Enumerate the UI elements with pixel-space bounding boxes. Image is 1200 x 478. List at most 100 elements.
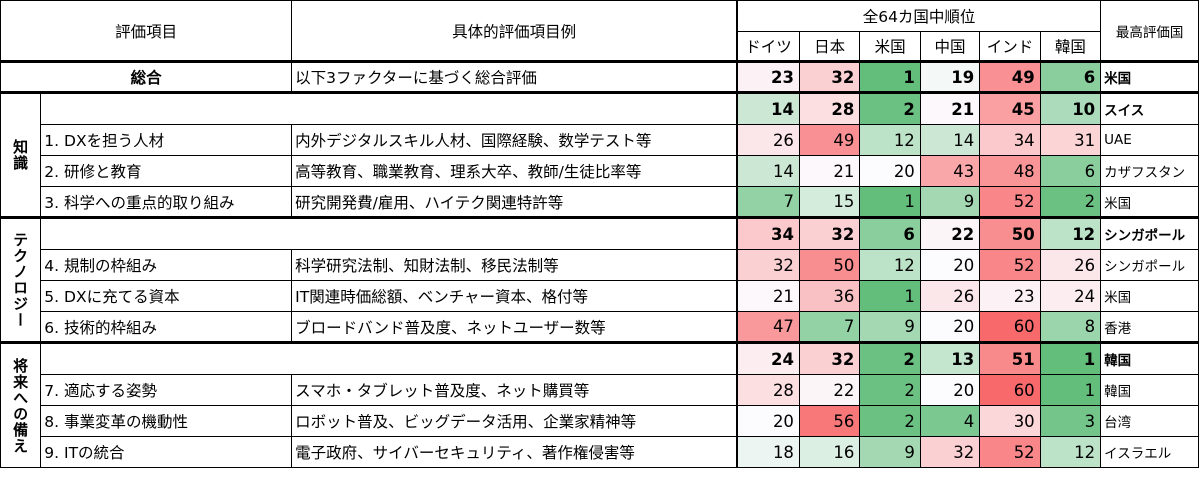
header-item: 評価項目 xyxy=(0,0,293,62)
best-country: UAE xyxy=(1100,124,1199,156)
header-best: 最高評価国 xyxy=(1100,0,1199,62)
rank-cell: 21 xyxy=(735,280,800,312)
country-header: 韓国 xyxy=(1039,31,1102,62)
rank-cell: 2 xyxy=(859,341,921,375)
rank-cell: 12 xyxy=(859,249,921,281)
rank-cell: 22 xyxy=(798,374,861,406)
rank-cell: 20 xyxy=(919,249,981,281)
item-desc: 電子政府、サイバーセキュリティ、著作権侵害等 xyxy=(291,436,738,468)
rank-cell: 21 xyxy=(919,91,981,125)
rank-cell: 6 xyxy=(859,216,921,250)
rank-cell: 2 xyxy=(859,405,921,437)
rank-cell: 49 xyxy=(798,124,861,156)
best-country: 米国 xyxy=(1100,280,1199,312)
best-country: スイス xyxy=(1100,91,1199,125)
section-blank xyxy=(40,91,738,125)
rank-cell: 8 xyxy=(1039,311,1102,343)
best-country: 米国 xyxy=(1100,186,1199,218)
rank-cell: 1 xyxy=(859,60,921,93)
rank-cell: 14 xyxy=(735,91,800,125)
rank-cell: 34 xyxy=(979,124,1041,156)
rank-cell: 7 xyxy=(798,311,861,343)
rank-cell: 34 xyxy=(735,216,800,250)
rank-cell: 20 xyxy=(919,374,981,406)
rank-cell: 52 xyxy=(979,436,1041,468)
rank-cell: 9 xyxy=(919,186,981,218)
rank-cell: 14 xyxy=(919,124,981,156)
rank-cell: 6 xyxy=(1039,60,1102,93)
country-header: インド xyxy=(979,31,1041,62)
best-country: 韓国 xyxy=(1100,374,1199,406)
rank-cell: 12 xyxy=(859,124,921,156)
item-label: 8. 事業変革の機動性 xyxy=(40,405,293,437)
rank-cell: 23 xyxy=(979,280,1041,312)
best-country: 韓国 xyxy=(1100,341,1199,375)
best-country: 香港 xyxy=(1100,311,1199,343)
rank-cell: 28 xyxy=(735,374,800,406)
rank-cell: 52 xyxy=(979,249,1041,281)
table-row: 7. 適応する姿勢 スマホ・タブレット普及度、ネット購買等 28 22 2 20 60 1 韓国 xyxy=(1,374,1199,406)
item-desc: ブロードバンド普及度、ネットユーザー数等 xyxy=(291,311,738,343)
rank-cell: 9 xyxy=(859,436,921,468)
table-row: 9. ITの統合 電子政府、サイバーセキュリティ、著作権侵害等 18 16 9 32 52 1… xyxy=(1,436,1199,468)
section-summary-row: テクノロジー 34 32 6 22 50 12 シンガポール xyxy=(0,216,1199,343)
rank-cell: 24 xyxy=(735,341,800,375)
section-summary-row: 知識 14 28 2 21 45 10 スイス xyxy=(0,91,1199,218)
rank-cell: 32 xyxy=(798,60,861,93)
section-blank xyxy=(40,341,738,375)
rank-cell: 60 xyxy=(979,311,1041,343)
item-label: 2. 研修と教育 xyxy=(40,155,293,187)
table-row: 3. 科学への重点的取り組み 研究開発費/雇用、ハイテク関連特許等 7 15 1 9 52 2… xyxy=(1,186,1199,218)
item-label: 4. 規制の枠組み xyxy=(40,249,293,281)
item-desc: スマホ・タブレット普及度、ネット購買等 xyxy=(291,374,738,406)
rank-cell: 52 xyxy=(979,186,1041,218)
rank-cell: 2 xyxy=(859,374,921,406)
country-header: 中国 xyxy=(919,31,981,62)
rank-cell: 6 xyxy=(1039,155,1102,187)
item-desc: IT関連時価総額、ベンチャー資本、格付等 xyxy=(291,280,738,312)
rank-cell: 23 xyxy=(735,60,800,93)
rank-cell: 10 xyxy=(1039,91,1102,125)
rank-cell: 12 xyxy=(1039,216,1102,250)
rank-cell: 47 xyxy=(735,311,800,343)
rank-cell: 1 xyxy=(859,280,921,312)
rank-cell: 36 xyxy=(798,280,861,312)
rank-cell: 32 xyxy=(735,249,800,281)
rank-cell: 14 xyxy=(735,155,800,187)
item-desc: 内外デジタルスキル人材、国際経験、数学テスト等 xyxy=(291,124,738,156)
rank-cell: 20 xyxy=(735,405,800,437)
section-summary-row: 将来への備え 24 32 2 13 51 1 韓国 xyxy=(0,341,1199,468)
rank-cell: 49 xyxy=(979,60,1041,93)
overall-label: 総合 xyxy=(0,60,293,93)
table-row: 5. DXに充てる資本 IT関連時価総額、ベンチャー資本、格付等 21 36 1 26 23… xyxy=(1,280,1199,312)
rank-cell: 31 xyxy=(1039,124,1102,156)
rank-cell: 7 xyxy=(735,186,800,218)
header-example: 具体的評価項目例 xyxy=(291,0,738,62)
rank-cell: 32 xyxy=(919,436,981,468)
best-country: シンガポール xyxy=(1100,249,1199,281)
best-country: イスラエル xyxy=(1100,436,1199,468)
item-label: 6. 技術的枠組み xyxy=(40,311,293,343)
rank-cell: 19 xyxy=(919,60,981,93)
rank-cell: 3 xyxy=(1039,405,1102,437)
rank-cell: 50 xyxy=(798,249,861,281)
table-row: 8. 事業変革の機動性 ロボット普及、ビッグデータ活用、企業家精神等 20 56 2 4 3… xyxy=(1,405,1199,437)
section-name: 将来への備え xyxy=(0,341,42,468)
table-row: 2. 研修と教育 高等教育、職業教育、理系大卒、教師/生徒比率等 14 21 20 43 4… xyxy=(1,155,1199,187)
rank-cell: 18 xyxy=(735,436,800,468)
rank-cell: 2 xyxy=(859,91,921,125)
rank-cell: 21 xyxy=(798,155,861,187)
table-row: 1. DXを担う人材 内外デジタルスキル人材、国際経験、数学テスト等 26 49 12 1… xyxy=(1,124,1199,156)
table-row: 6. 技術的枠組み ブロードバンド普及度、ネットユーザー数等 47 7 9 20 60 8 香港 xyxy=(1,311,1199,343)
rank-cell: 1 xyxy=(1039,374,1102,406)
best-country: 米国 xyxy=(1100,60,1199,93)
item-label: 1. DXを担う人材 xyxy=(40,124,293,156)
rank-cell: 30 xyxy=(979,405,1041,437)
rank-cell: 13 xyxy=(919,341,981,375)
rank-cell: 26 xyxy=(919,280,981,312)
header-rank-group: 全64カ国中順位 xyxy=(735,0,1102,32)
country-header: ドイツ xyxy=(735,31,800,62)
country-header: 日本 xyxy=(798,31,861,62)
rank-cell: 15 xyxy=(798,186,861,218)
rank-cell: 16 xyxy=(798,436,861,468)
